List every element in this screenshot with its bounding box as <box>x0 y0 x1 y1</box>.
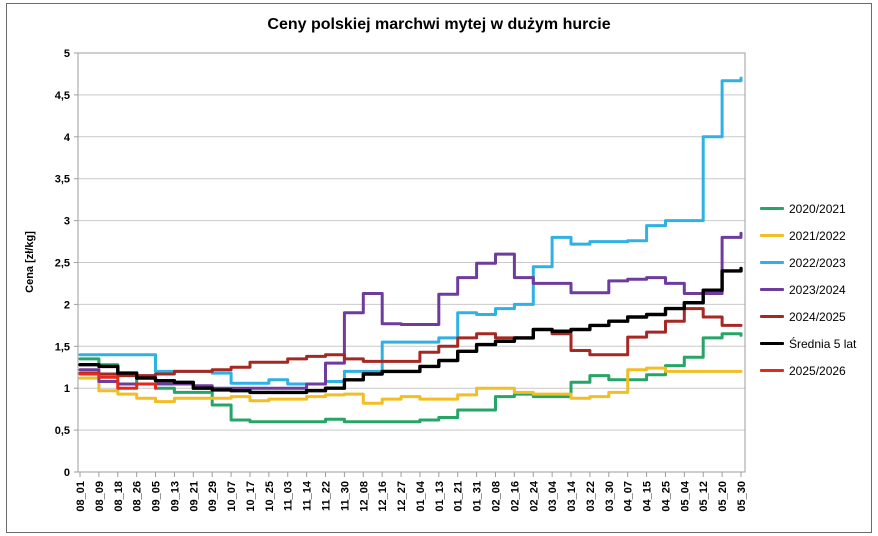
x-tick-label: 04_15 <box>642 481 654 512</box>
x-tick-label: 05_12 <box>698 481 710 512</box>
y-tick-label: 4 <box>64 132 71 144</box>
y-tick-label: 5 <box>64 48 70 60</box>
x-tick-label: 09_29 <box>207 481 219 512</box>
x-tick-label: 04_07 <box>623 481 635 512</box>
legend-swatch-icon <box>760 207 784 210</box>
x-tick-label: 09_05 <box>151 481 163 512</box>
series-line--rednia-5-lat <box>78 266 743 395</box>
legend-swatch-icon <box>760 261 784 264</box>
x-tick-label: 12_16 <box>377 481 389 512</box>
y-tick-label: 0,5 <box>55 425 70 437</box>
x-tick-label: 03_14 <box>566 480 578 511</box>
x-tick-label: 10_17 <box>245 481 257 512</box>
legend-item: 2024/2025 <box>760 308 856 325</box>
x-tick-label: 01_21 <box>453 481 465 512</box>
legend-label: 2025/2026 <box>789 363 846 378</box>
y-tick-label: 3,5 <box>55 174 70 186</box>
legend-swatch-icon <box>760 369 784 372</box>
x-tick-label: 03_04 <box>547 480 559 511</box>
x-tick-label: 11_14 <box>302 480 314 511</box>
y-tick-label: 2 <box>64 299 70 311</box>
legend-item: 2021/2022 <box>760 227 856 244</box>
legend-item: 2025/2026 <box>760 362 856 379</box>
y-tick-label: 4,5 <box>55 90 70 102</box>
legend-label: Średnia 5 lat <box>789 336 857 351</box>
x-tick-label: 03_22 <box>585 481 597 512</box>
legend-item: 2023/2024 <box>760 281 856 298</box>
x-tick-label: 01_13 <box>434 481 446 512</box>
x-tick-label: 10_25 <box>264 481 276 512</box>
y-tick-label: 1,5 <box>55 341 70 353</box>
x-tick-label: 02_16 <box>509 481 521 512</box>
legend-item: 2020/2021 <box>760 200 856 217</box>
legend-label: 2024/2025 <box>789 309 846 324</box>
legend-item: Średnia 5 lat <box>760 335 856 352</box>
legend-label: 2022/2023 <box>789 255 846 270</box>
x-tick-label: 11_22 <box>321 481 333 511</box>
x-tick-label: 12_08 <box>358 481 370 512</box>
y-tick-label: 1 <box>64 383 70 395</box>
x-tick-label: 05_30 <box>736 481 748 512</box>
y-tick-label: 2,5 <box>55 258 70 270</box>
x-tick-label: 08_09 <box>94 481 106 512</box>
series-line-2025-2026 <box>78 372 157 390</box>
legend-label: 2020/2021 <box>789 201 846 216</box>
x-tick-label: 05_20 <box>717 481 729 512</box>
x-tick-label: 08_26 <box>132 481 144 512</box>
legend-swatch-icon <box>760 234 784 237</box>
x-tick-label: 11_03 <box>283 481 295 511</box>
legend-swatch-icon <box>760 315 784 318</box>
series-line-2024-2025 <box>78 307 743 378</box>
x-tick-label: 01_31 <box>472 481 484 512</box>
plot-border <box>77 52 746 473</box>
x-tick-label: 10_07 <box>226 481 238 512</box>
x-tick-label: 05_04 <box>679 480 691 511</box>
legend: 2020/2021 2021/2022 2022/2023 2023/2024 2024… <box>760 200 856 379</box>
x-tick-label: 02_08 <box>490 481 502 512</box>
x-tick-label: 03_30 <box>604 481 616 512</box>
chart-title: Ceny polskiej marchwi mytej w dużym hurc… <box>267 16 611 33</box>
x-tick-label: 11_30 <box>339 481 351 511</box>
series-line-2023-2024 <box>78 231 743 390</box>
legend-swatch-icon <box>760 288 784 291</box>
x-tick-label: 09_21 <box>188 481 200 512</box>
legend-swatch-icon <box>760 342 784 345</box>
x-tick-label: 04_25 <box>660 481 672 512</box>
legend-item: 2022/2023 <box>760 254 856 271</box>
y-tick-label: 0 <box>64 467 70 479</box>
x-tick-label: 01_04 <box>415 480 427 511</box>
y-tick-label: 3 <box>64 216 70 228</box>
x-tick-label: 09_13 <box>169 481 181 512</box>
x-tick-label: 02_24 <box>528 480 540 511</box>
legend-label: 2021/2022 <box>789 228 846 243</box>
series-line-2021-2022 <box>78 366 743 405</box>
x-tick-label: 12_27 <box>396 481 408 512</box>
legend-label: 2023/2024 <box>789 282 846 297</box>
x-tick-label: 08_18 <box>113 481 125 512</box>
x-tick-label: 08_01 <box>75 481 87 512</box>
series-line-2020-2021 <box>78 332 743 424</box>
